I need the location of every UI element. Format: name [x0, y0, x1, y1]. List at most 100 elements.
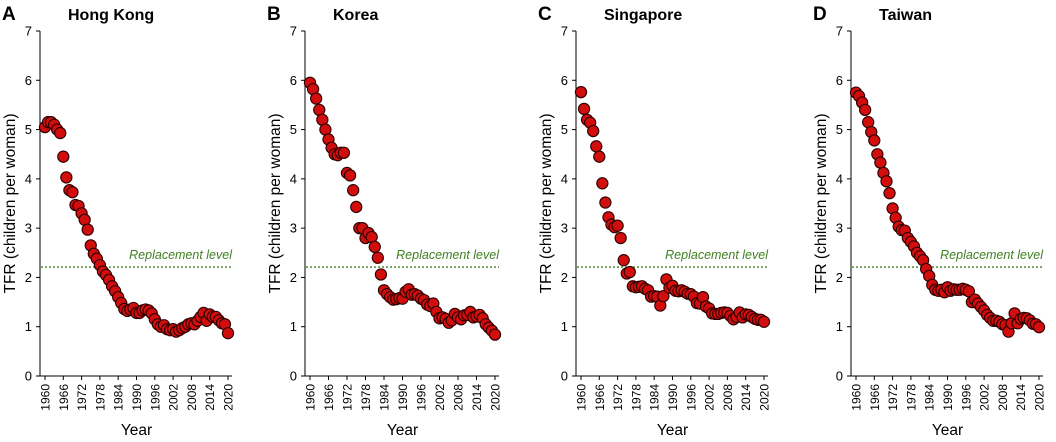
data-point: [868, 134, 881, 147]
y-tick-label: 7: [25, 24, 32, 39]
data-point: [859, 103, 872, 117]
x-tick-label: 1996: [415, 384, 429, 411]
x-tick-label: 2002: [433, 384, 447, 411]
y-tick-label: 2: [561, 270, 568, 285]
x-tick-label: 1978: [629, 384, 643, 411]
x-tick-label: 1984: [112, 384, 126, 411]
data-point: [757, 315, 771, 328]
x-tick-label: 1966: [57, 384, 71, 411]
y-tick-label: 0: [561, 369, 568, 384]
y-tick-label: 0: [836, 369, 843, 384]
x-tick-label: 1996: [148, 384, 162, 411]
y-tick-label: 2: [290, 270, 297, 285]
x-tick-label: 2014: [470, 384, 484, 411]
y-tick-label: 3: [25, 221, 32, 236]
x-axis-label: Year: [932, 422, 963, 439]
data-point: [593, 150, 606, 163]
y-tick-label: 4: [561, 171, 568, 186]
x-tick-label: 1990: [941, 384, 955, 411]
panel-a: 0 1 2 3 4 5 6 7 1960 1966 1972 1978 1984 1990 1996 2002…: [2, 4, 236, 439]
x-tick-label: 1990: [666, 384, 680, 411]
data-point: [368, 240, 381, 254]
x-tick-label: 1990: [130, 384, 144, 411]
data-point: [883, 186, 896, 200]
data-point: [347, 184, 360, 197]
x-tick-label: 1978: [359, 384, 373, 411]
y-tick-label: 1: [836, 319, 843, 334]
y-axis-label: TFR (children per woman): [538, 113, 555, 293]
x-tick-label: 2008: [996, 384, 1010, 411]
data-point: [599, 196, 612, 209]
x-tick-label: 2020: [758, 384, 772, 411]
x-tick-label: 1960: [850, 384, 864, 411]
x-tick-label: 1978: [904, 384, 918, 411]
x-tick-label: 1960: [39, 384, 53, 411]
y-tick-label: 4: [290, 171, 297, 186]
x-tick-label: 1972: [75, 384, 89, 411]
x-tick-label: 1972: [341, 384, 355, 411]
x-tick-label: 1972: [886, 384, 900, 411]
x-axis-label: Year: [657, 422, 688, 439]
data-point: [590, 140, 603, 153]
data-point: [337, 146, 351, 159]
data-point: [614, 231, 627, 245]
replacement-level-label: Replacement level: [940, 248, 1044, 262]
y-tick-label: 7: [290, 24, 297, 39]
y-axis-label: TFR (children per woman): [267, 113, 284, 293]
y-tick-label: 0: [25, 369, 32, 384]
data-point: [60, 171, 73, 184]
data-point: [343, 169, 357, 182]
x-tick-label: 2020: [222, 384, 236, 411]
x-tick-label: 1960: [575, 384, 589, 411]
data-point: [617, 254, 630, 267]
y-tick-label: 5: [561, 122, 568, 137]
data-point: [577, 102, 591, 116]
panel-title: Korea: [333, 7, 378, 24]
x-axis-label: Year: [121, 422, 152, 439]
y-tick-label: 6: [25, 73, 32, 88]
data-point: [81, 223, 94, 236]
data-point: [1032, 321, 1046, 334]
y-tick-label: 1: [561, 319, 568, 334]
panel-letter: C: [538, 4, 552, 25]
data-point: [596, 177, 609, 190]
x-tick-label: 1972: [611, 384, 625, 411]
panel-b: 0 1 2 3 4 5 6 7 1960 1966 1972 1978 1984 1990 1996 2002…: [267, 4, 503, 439]
y-tick-label: 1: [290, 319, 297, 334]
x-tick-label: 1984: [923, 384, 937, 411]
x-tick-label: 1966: [593, 384, 607, 411]
x-tick-label: 1996: [684, 384, 698, 411]
x-tick-label: 1966: [322, 384, 336, 411]
x-tick-label: 2008: [721, 384, 735, 411]
y-axis-label: TFR (children per woman): [813, 113, 830, 293]
y-tick-label: 1: [25, 319, 32, 334]
y-axis-label: TFR (children per woman): [2, 113, 19, 293]
data-point: [350, 200, 363, 214]
x-tick-label: 2002: [978, 384, 992, 411]
data-point: [488, 328, 502, 341]
y-tick-label: 6: [561, 73, 568, 88]
data-point: [623, 265, 636, 279]
x-tick-label: 1984: [378, 384, 392, 411]
replacement-level-label: Replacement level: [129, 248, 233, 262]
x-tick-label: 1966: [868, 384, 882, 411]
y-tick-label: 2: [836, 270, 843, 285]
data-point: [587, 124, 600, 138]
data-point: [374, 268, 388, 281]
y-tick-label: 5: [290, 122, 297, 137]
x-tick-label: 1978: [93, 384, 107, 411]
panel-title: Singapore: [604, 7, 682, 24]
data-point: [874, 156, 887, 169]
y-tick-label: 3: [561, 221, 568, 236]
data-point: [880, 175, 893, 188]
data-point: [221, 326, 235, 340]
data-point: [310, 92, 323, 105]
y-tick-label: 0: [290, 369, 297, 384]
panel-letter: B: [267, 4, 281, 25]
replacement-level-label: Replacement level: [396, 248, 500, 262]
x-tick-label: 1984: [648, 384, 662, 411]
y-tick-label: 6: [836, 73, 843, 88]
x-tick-label: 2008: [452, 384, 466, 411]
panel-letter: A: [2, 4, 16, 25]
